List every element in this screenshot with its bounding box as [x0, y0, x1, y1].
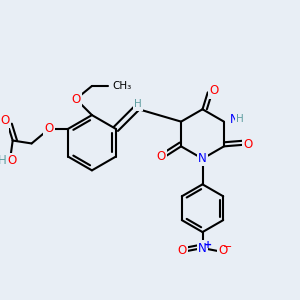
Text: O: O [1, 114, 10, 127]
Text: +: + [204, 240, 212, 250]
Text: N: N [198, 152, 207, 165]
Text: H: H [134, 100, 142, 110]
Text: O: O [7, 154, 16, 167]
Text: N: N [198, 242, 207, 255]
Text: O: O [209, 84, 219, 98]
Text: −: − [223, 242, 232, 253]
Text: O: O [71, 93, 81, 106]
Text: O: O [44, 122, 54, 135]
Text: O: O [218, 244, 227, 257]
Text: N: N [230, 113, 239, 126]
Text: O: O [243, 138, 252, 152]
Text: CH₃: CH₃ [112, 81, 132, 91]
Text: O: O [156, 150, 165, 163]
Text: H: H [236, 114, 244, 124]
Text: H: H [0, 154, 7, 167]
Text: O: O [178, 244, 187, 257]
